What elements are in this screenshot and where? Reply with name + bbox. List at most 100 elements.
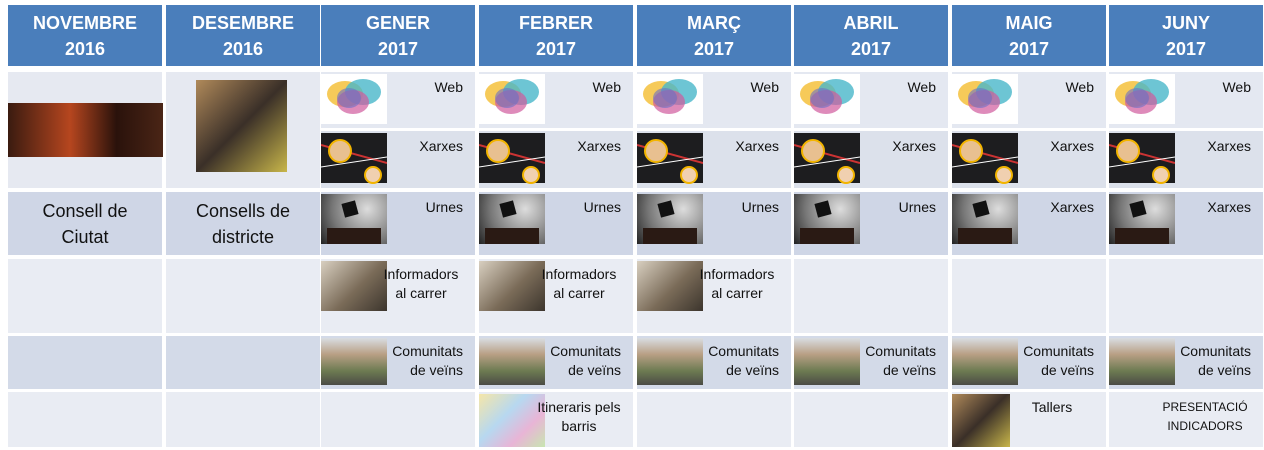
activity-label: Urnes bbox=[583, 199, 621, 215]
month-label: MARÇ bbox=[687, 13, 741, 33]
photo bbox=[321, 338, 387, 385]
activity-cell: Web bbox=[479, 72, 633, 128]
activity-cell: Comunitats de veïns bbox=[479, 336, 633, 389]
activity-cell: Xarxes bbox=[793, 131, 948, 188]
activity-label: Informadors al carrer bbox=[699, 266, 775, 301]
empty-cell bbox=[166, 259, 320, 333]
activity-label: Comunitats de veïns bbox=[708, 343, 779, 378]
activity-cell: Xarxes bbox=[478, 131, 633, 188]
year-label: 2017 bbox=[535, 39, 577, 59]
photo bbox=[637, 74, 703, 124]
body-label: Consells de districte bbox=[195, 201, 291, 247]
photo bbox=[320, 133, 388, 184]
month-label: NOVEMBRE bbox=[32, 13, 137, 33]
activity-cell: Urnes bbox=[794, 192, 948, 255]
activity-label: PRESENTACIÓ INDICADORS bbox=[1162, 400, 1248, 433]
photo bbox=[793, 133, 861, 184]
activity-label: Xarxes bbox=[577, 138, 621, 154]
activity-label: Web bbox=[907, 79, 936, 95]
activity-label: Xarxes bbox=[735, 138, 779, 154]
activity-label: Web bbox=[434, 79, 463, 95]
header-cell: DESEMBRE 2016 bbox=[166, 5, 320, 66]
activity-label: Xarxes bbox=[1207, 138, 1251, 154]
activity-cell: Comunitats de veïns bbox=[1109, 336, 1263, 389]
photo bbox=[321, 74, 387, 124]
activity-label: Urnes bbox=[425, 199, 463, 215]
activity-cell: Web bbox=[1109, 72, 1263, 128]
empty-cell bbox=[166, 392, 320, 447]
photo bbox=[478, 133, 546, 184]
photo bbox=[1109, 338, 1175, 385]
activity-cell bbox=[794, 259, 948, 333]
photo bbox=[794, 194, 860, 244]
month-label: ABRIL bbox=[843, 13, 899, 33]
activity-cell: Comunitats de veïns bbox=[637, 336, 791, 389]
activity-label: Informadors al carrer bbox=[383, 266, 459, 301]
activity-label: Tallers bbox=[1031, 399, 1073, 415]
year-label: 2017 bbox=[850, 39, 892, 59]
year-label: 2016 bbox=[222, 39, 264, 59]
activity-cell bbox=[321, 392, 475, 447]
activity-cell bbox=[1109, 259, 1263, 333]
activity-label: Informadors al carrer bbox=[541, 266, 617, 301]
activity-cell: Xarxes bbox=[1109, 192, 1263, 255]
activity-cell: Xarxes bbox=[952, 192, 1106, 255]
activity-cell: Informadors al carrer bbox=[321, 259, 475, 333]
activity-label: Comunitats de veïns bbox=[865, 343, 936, 378]
photo bbox=[636, 133, 704, 184]
activity-label: Xarxes bbox=[419, 138, 463, 154]
month-label: JUNY bbox=[1161, 13, 1210, 33]
photo bbox=[1108, 133, 1176, 184]
photo bbox=[952, 394, 1010, 447]
photo bbox=[637, 338, 703, 385]
body-cell: Consell de Ciutat bbox=[8, 192, 162, 255]
photo bbox=[637, 261, 703, 311]
activity-cell: Comunitats de veïns bbox=[321, 336, 475, 389]
header-cell: FEBRER 2017 bbox=[479, 5, 633, 66]
header-cell: JUNY 2017 bbox=[1109, 5, 1263, 66]
photo bbox=[637, 194, 703, 244]
body-label: Consell de Ciutat bbox=[42, 201, 128, 247]
activity-cell bbox=[952, 259, 1106, 333]
photo bbox=[952, 194, 1018, 244]
header-cell: MAIG 2017 bbox=[952, 5, 1106, 66]
year-label: 2016 bbox=[64, 39, 106, 59]
activity-cell bbox=[794, 392, 948, 447]
header-cell: GENER 2017 bbox=[321, 5, 475, 66]
activity-label: Itineraris pels barris bbox=[537, 399, 621, 434]
body-photo-cell bbox=[166, 72, 320, 188]
photo bbox=[8, 103, 163, 157]
activity-cell: Xarxes bbox=[320, 131, 475, 188]
photo bbox=[321, 194, 387, 244]
activity-cell: Web bbox=[952, 72, 1106, 128]
activity-label: Comunitats de veïns bbox=[1180, 343, 1251, 378]
photo bbox=[1109, 74, 1175, 124]
header-cell: MARÇ 2017 bbox=[637, 5, 791, 66]
photo bbox=[479, 394, 545, 447]
activity-cell: Web bbox=[794, 72, 948, 128]
activity-label: Web bbox=[750, 79, 779, 95]
activity-label: Urnes bbox=[741, 199, 779, 215]
activity-label: Urnes bbox=[898, 199, 936, 215]
activity-cell: Web bbox=[321, 72, 475, 128]
photo bbox=[321, 261, 387, 311]
activity-cell: Comunitats de veïns bbox=[952, 336, 1106, 389]
photo bbox=[479, 74, 545, 124]
activity-label: Web bbox=[592, 79, 621, 95]
activity-cell: Urnes bbox=[637, 192, 791, 255]
activity-cell: Itineraris pels barris bbox=[479, 392, 633, 447]
month-label: DESEMBRE bbox=[191, 13, 294, 33]
activity-label: Xarxes bbox=[1050, 138, 1094, 154]
activity-cell: Comunitats de veïns bbox=[794, 336, 948, 389]
empty-cell bbox=[8, 392, 162, 447]
activity-label: Web bbox=[1065, 79, 1094, 95]
activity-cell: Urnes bbox=[321, 192, 475, 255]
month-label: GENER bbox=[365, 13, 430, 33]
activity-cell: Web bbox=[637, 72, 791, 128]
empty-cell bbox=[8, 259, 162, 333]
header-cell: ABRIL 2017 bbox=[794, 5, 948, 66]
activity-cell: Tallers bbox=[952, 392, 1106, 447]
photo bbox=[794, 74, 860, 124]
body-photo-cell bbox=[8, 72, 163, 188]
